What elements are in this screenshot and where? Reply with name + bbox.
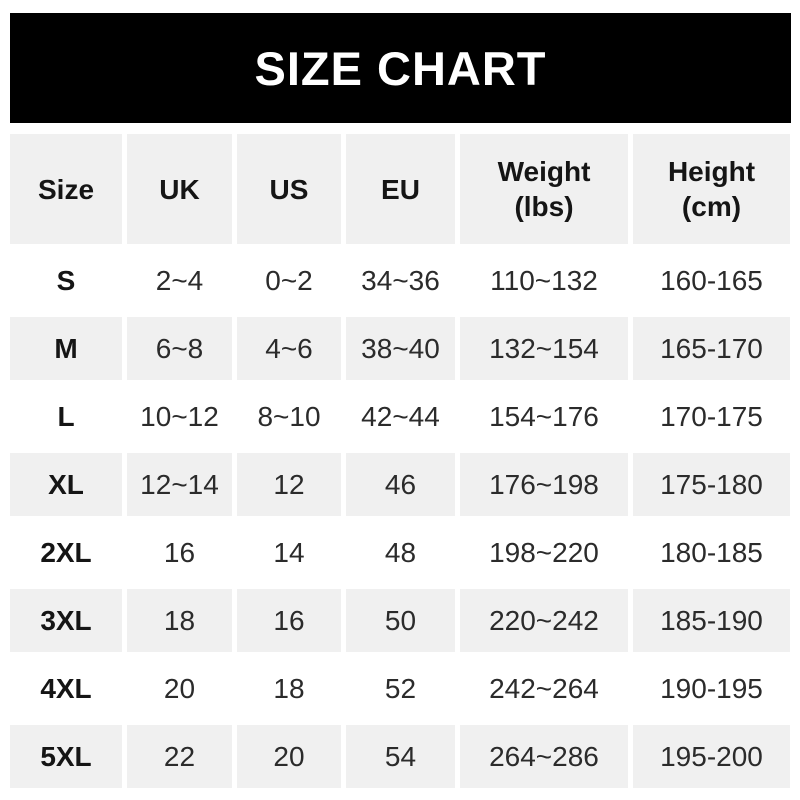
table-cell: 16 — [127, 521, 232, 584]
table-cell: 52 — [346, 657, 455, 720]
table-cell: 160-165 — [633, 249, 790, 312]
table-cell: 0~2 — [237, 249, 341, 312]
header-cell-uk: UK — [127, 134, 232, 244]
size-cell: L — [10, 385, 122, 448]
table-cell: 46 — [346, 453, 455, 516]
table-cell: 8~10 — [237, 385, 341, 448]
title-banner: SIZE CHART — [10, 13, 791, 123]
header-cell-eu: EU — [346, 134, 455, 244]
size-cell: XL — [10, 453, 122, 516]
table-cell: 170-175 — [633, 385, 790, 448]
table-cell: 20 — [127, 657, 232, 720]
table-cell: 220~242 — [460, 589, 628, 652]
size-cell: 3XL — [10, 589, 122, 652]
table-cell: 190-195 — [633, 657, 790, 720]
table-cell: 264~286 — [460, 725, 628, 788]
table-cell: 165-170 — [633, 317, 790, 380]
table-cell: 20 — [237, 725, 341, 788]
size-cell: 4XL — [10, 657, 122, 720]
table-cell: 198~220 — [460, 521, 628, 584]
header-cell-height-cm: Height (cm) — [633, 134, 790, 244]
table-cell: 54 — [346, 725, 455, 788]
size-table: Size UK US EU Weight (lbs) Height (cm) S 2~4 0~2… — [10, 134, 791, 788]
table-cell: 12 — [237, 453, 341, 516]
header-cell-weight-lbs: Weight (lbs) — [460, 134, 628, 244]
table-cell: 132~154 — [460, 317, 628, 380]
table-cell: 18 — [127, 589, 232, 652]
table-cell: 42~44 — [346, 385, 455, 448]
table-cell: 34~36 — [346, 249, 455, 312]
table-cell: 175-180 — [633, 453, 790, 516]
table-cell: 4~6 — [237, 317, 341, 380]
table-cell: 10~12 — [127, 385, 232, 448]
table-cell: 185-190 — [633, 589, 790, 652]
table-cell: 14 — [237, 521, 341, 584]
table-cell: 48 — [346, 521, 455, 584]
table-cell: 38~40 — [346, 317, 455, 380]
table-cell: 195-200 — [633, 725, 790, 788]
table-cell: 176~198 — [460, 453, 628, 516]
table-cell: 2~4 — [127, 249, 232, 312]
table-cell: 18 — [237, 657, 341, 720]
table-cell: 242~264 — [460, 657, 628, 720]
size-cell: S — [10, 249, 122, 312]
size-cell: 2XL — [10, 521, 122, 584]
size-cell: M — [10, 317, 122, 380]
page-title: SIZE CHART — [254, 41, 547, 95]
table-cell: 50 — [346, 589, 455, 652]
table-cell: 180-185 — [633, 521, 790, 584]
table-cell: 22 — [127, 725, 232, 788]
size-cell: 5XL — [10, 725, 122, 788]
table-cell: 6~8 — [127, 317, 232, 380]
table-cell: 110~132 — [460, 249, 628, 312]
header-cell-us: US — [237, 134, 341, 244]
table-cell: 154~176 — [460, 385, 628, 448]
table-cell: 12~14 — [127, 453, 232, 516]
header-cell-size: Size — [10, 134, 122, 244]
table-cell: 16 — [237, 589, 341, 652]
